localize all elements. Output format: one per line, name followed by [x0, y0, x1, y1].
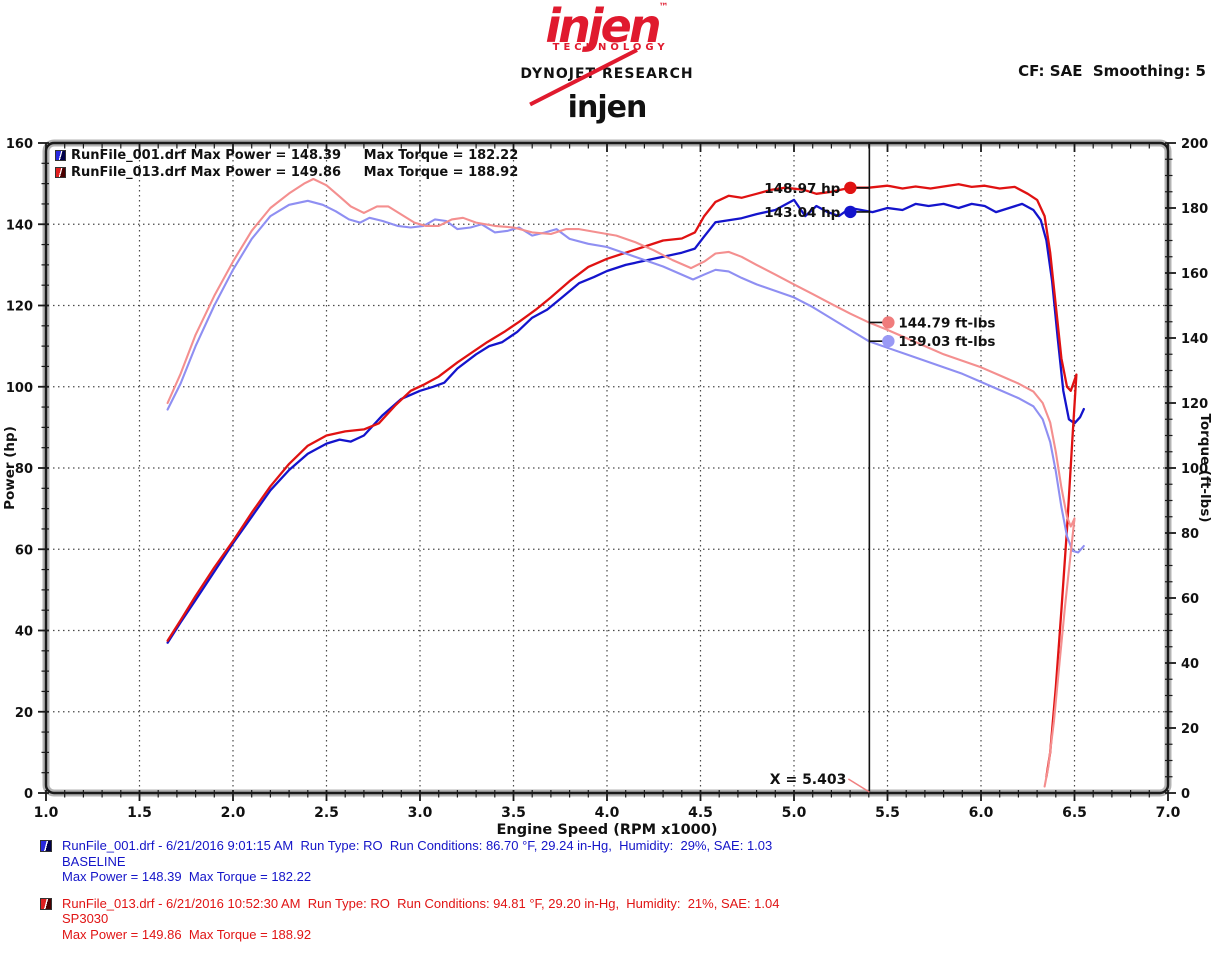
tick-label: 160 — [6, 137, 33, 152]
tick-label: 20 — [15, 706, 33, 721]
page-title: injen — [567, 90, 648, 125]
tick-label: 100 — [1181, 462, 1208, 477]
tick-label: 60 — [15, 543, 33, 558]
correction-smoothing-settings: CF: SAE Smoothing: 5 — [1018, 62, 1206, 80]
tick-label: 5.0 — [782, 805, 807, 821]
annotation-label: 144.79 ft-lbs — [898, 315, 995, 331]
run-file-icon-blue — [40, 840, 52, 852]
tick-label: 200 — [1181, 137, 1208, 152]
tick-label: 0 — [24, 787, 33, 802]
annotation-dot — [844, 181, 857, 195]
annotation-dot — [882, 316, 895, 329]
tick-label: 2.5 — [314, 805, 339, 821]
run-max-values: Max Power = 149.86 Max Torque = 188.92 — [62, 926, 312, 942]
logo-trademark: ™ — [658, 2, 669, 13]
tick-label: 3.5 — [501, 805, 526, 821]
tick-label: 4.0 — [595, 805, 620, 821]
logo-wordmark: injen — [545, 0, 661, 53]
tick-label: 7.0 — [1156, 805, 1181, 821]
legend-label: RunFile_001.drf Max Power = 148.39 Max T… — [71, 148, 519, 163]
tick-label: 160 — [1181, 267, 1208, 282]
logo-technology-text: TECHNOLOGY — [552, 42, 669, 53]
legend-item-run001: RunFile_001.drf Max Power = 148.39 Max T… — [55, 147, 518, 164]
axis-labels: Engine Speed (RPM x1000) Power (hp) Torque… — [2, 413, 1213, 838]
y-right-axis-title: Torque (ft-lbs) — [1197, 413, 1213, 522]
tick-label: 40 — [1181, 657, 1199, 672]
grid-lines — [48, 145, 1166, 791]
tick-label: 60 — [1181, 592, 1199, 607]
axis-ticks: 0 20 40 60 80 100 120 140 160 0 20 40 60 80 100 120 140 1… — [6, 137, 1208, 821]
tick-label: 140 — [6, 218, 33, 233]
legend-item-run013: RunFile_013.drf Max Power = 149.86 Max T… — [55, 164, 518, 181]
dyno-curves — [166, 177, 1085, 788]
tick-label: 5.5 — [875, 805, 900, 821]
annotation-label: 148.97 hp — [764, 181, 840, 197]
run-label: SP3030 — [62, 911, 109, 926]
run-conditions: RunFile_013.drf - 6/21/2016 10:52:30 AM … — [62, 895, 780, 911]
legend-label: RunFile_013.drf Max Power = 149.86 Max T… — [71, 165, 519, 180]
header: injen™ TECHNOLOGY DYNOJET RESEARCH injen — [0, 0, 1214, 125]
annotations: 148.97 hp 143.04 hp 144.79 ft-lbs 139.03 ft… — [764, 181, 995, 350]
curve-runfile-001-power-baseline- — [166, 198, 1085, 644]
curve-runfile-001-torque-baseline- — [166, 199, 1085, 554]
tick-label: 120 — [1181, 397, 1208, 412]
curve-runfile-013-power-sp3030- — [166, 183, 1078, 778]
run-info-section: RunFile_001.drf - 6/21/2016 9:01:15 AM R… — [40, 838, 779, 953]
run-file-icon-blue — [55, 150, 66, 161]
run-file-icon-red — [40, 897, 52, 910]
tick-label: 3.0 — [408, 805, 433, 821]
tick-label: 40 — [15, 625, 33, 640]
tick-label: 4.5 — [688, 805, 713, 821]
cursor-leader — [847, 778, 870, 793]
annotation-label: 143.04 hp — [764, 205, 840, 221]
tick-label: 0 — [1181, 787, 1190, 802]
tick-label: 120 — [6, 300, 33, 315]
injen-logo: injen™ TECHNOLOGY — [529, 0, 669, 107]
annotation-dot — [882, 334, 895, 348]
tick-label: 140 — [1181, 332, 1208, 347]
run-info-sp3030: RunFile_013.drf - 6/21/2016 10:52:30 AM … — [40, 896, 779, 943]
tick-label: 180 — [1181, 202, 1208, 217]
cursor-group: X = 5.403 — [770, 144, 871, 793]
run-file-icon-red — [55, 167, 66, 178]
tick-label: 2.0 — [221, 805, 246, 821]
dynojet-research-label: DYNOJET RESEARCH — [520, 66, 694, 82]
run-info-baseline: RunFile_001.drf - 6/21/2016 9:01:15 AM R… — [40, 838, 779, 885]
cursor-label: X = 5.403 — [770, 772, 847, 788]
curve-runfile-013-torque-sp3030- — [166, 177, 1076, 788]
run-label: BASELINE — [62, 853, 126, 869]
run-max-values: Max Power = 148.39 Max Torque = 182.22 — [62, 869, 312, 884]
tick-label: 1.0 — [34, 805, 59, 821]
tick-label: 6.5 — [1062, 805, 1087, 821]
tick-label: 1.5 — [127, 805, 152, 821]
annotation-label: 139.03 ft-lbs — [898, 334, 995, 350]
tick-label: 80 — [1181, 527, 1199, 542]
x-axis-title: Engine Speed (RPM x1000) — [497, 822, 718, 838]
annotation-dot — [844, 205, 857, 219]
tick-label: 80 — [15, 462, 33, 477]
dyno-chart: 0 20 40 60 80 100 120 140 160 0 20 40 60 80 100 120 140 1… — [2, 137, 1213, 838]
legend: RunFile_001.drf Max Power = 148.39 Max T… — [55, 147, 518, 181]
tick-label: 100 — [6, 381, 33, 396]
tick-label: 6.0 — [969, 805, 994, 821]
y-left-axis-title: Power (hp) — [2, 426, 18, 510]
run-conditions: RunFile_001.drf - 6/21/2016 9:01:15 AM R… — [62, 838, 773, 853]
tick-label: 20 — [1181, 722, 1199, 737]
